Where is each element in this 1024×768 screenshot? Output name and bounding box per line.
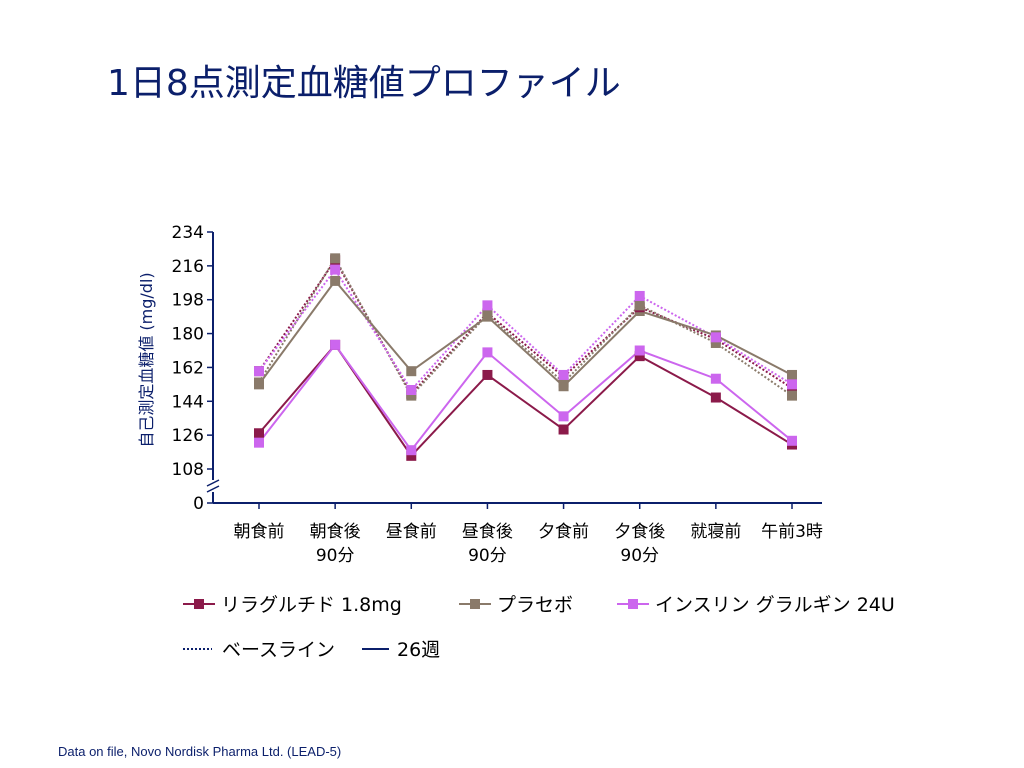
week26-marker-0 <box>482 369 493 380</box>
baseline-marker-2 <box>330 264 341 275</box>
baseline-marker-2 <box>710 332 721 343</box>
x-tick-label: 90分 <box>316 546 355 566</box>
week26-marker-2 <box>558 411 569 422</box>
legend-label: インスリン グラルギン 24U <box>655 594 895 616</box>
week26-marker-2 <box>330 339 341 350</box>
baseline-marker-1 <box>710 337 721 348</box>
week26-marker-2 <box>482 347 493 358</box>
week26-marker-2 <box>406 445 417 456</box>
footer-source: Data on file, Novo Nordisk Pharma Ltd. (… <box>58 744 342 759</box>
y-axis-title: 自己測定血糖値 (mg/dl) <box>137 272 156 447</box>
series-markers <box>254 253 797 461</box>
baseline-marker-1 <box>330 253 341 264</box>
axis-break-mark <box>206 479 220 487</box>
week26-marker-2 <box>710 373 721 384</box>
week26-line-1 <box>258 279 793 388</box>
baseline-line-2 <box>258 267 793 392</box>
legend-marker <box>628 599 638 609</box>
y-tick-label: 216 <box>172 257 204 277</box>
baseline-marker-1 <box>634 300 645 311</box>
y-tick-label: 108 <box>172 460 204 480</box>
legend: リラグルチド 1.8mg プラセボ インスリン グラルギン 24U ベースライン 26週 <box>183 594 895 661</box>
baseline-marker-1 <box>254 377 264 388</box>
week26-marker-1 <box>787 369 797 380</box>
y-tick-label: 198 <box>172 291 204 311</box>
x-tick-label: 昼食後 <box>462 522 513 542</box>
axes: 234 216 198 180 162 144 126 108 0 自己測定血糖値 (mg/dl) <box>137 223 822 514</box>
legend-baseline-label: ベースライン <box>222 639 335 661</box>
x-tick-label: 朝食前 <box>234 522 285 542</box>
x-axis-labels: 朝食前 朝食後 90分 昼食前 昼食後 90分 夕食前 夕食後 90分 就寝前 午前3時 <box>234 521 823 566</box>
baseline-line-1 <box>258 256 793 398</box>
x-tick-label: 午前3時 <box>761 522 823 542</box>
baseline-marker-2 <box>406 385 417 395</box>
baseline-marker-2 <box>634 290 645 301</box>
week26-marker-2 <box>634 345 645 356</box>
baseline-marker-1 <box>406 390 417 401</box>
y-tick-label: 144 <box>172 392 204 412</box>
week26-marker-1 <box>406 366 417 377</box>
baseline-marker-2 <box>482 300 493 311</box>
baseline-marker-1 <box>482 309 493 320</box>
week26-line-2 <box>258 343 793 452</box>
x-tick-label: 90分 <box>620 546 659 566</box>
x-tick-label: 昼食前 <box>386 522 437 542</box>
week26-marker-1 <box>330 275 341 286</box>
chart: 234 216 198 180 162 144 126 108 0 自己測定血糖値 (mg/dl)… <box>137 223 895 661</box>
page-title: 1日8点測定血糖値プロファイル <box>107 63 621 104</box>
x-tick-label: 90分 <box>468 546 507 566</box>
week26-marker-0 <box>406 450 417 461</box>
x-tick-label: 就寝前 <box>690 521 741 542</box>
legend-marker <box>470 599 480 609</box>
week26-marker-2 <box>254 437 264 448</box>
y-tick-label: 180 <box>172 325 204 345</box>
y-tick-label: 126 <box>172 426 204 446</box>
y-tick-label: 0 <box>193 494 204 514</box>
legend-marker <box>194 599 204 609</box>
baseline-marker-1 <box>558 377 569 388</box>
week26-marker-0 <box>558 424 569 435</box>
week26-marker-2 <box>787 435 797 446</box>
baseline-marker-1 <box>787 390 797 401</box>
baseline-marker-2 <box>254 366 264 377</box>
week26-marker-0 <box>710 392 721 403</box>
baseline-marker-2 <box>558 369 569 380</box>
y-tick-label: 162 <box>172 358 204 378</box>
week26-marker-0 <box>634 351 645 362</box>
week26-marker-0 <box>254 428 264 439</box>
axis-break-mark <box>206 485 220 493</box>
legend-label: プラセボ <box>497 594 573 616</box>
y-tick-label: 234 <box>172 223 204 243</box>
x-tick-label: 夕食前 <box>538 522 589 542</box>
baseline-marker-2 <box>787 379 797 390</box>
legend-week26-label: 26週 <box>397 639 440 661</box>
series-lines <box>258 256 793 458</box>
x-tick-label: 朝食後 <box>310 522 361 542</box>
x-tick-label: 夕食後 <box>614 522 665 542</box>
legend-label: リラグルチド 1.8mg <box>221 594 402 616</box>
